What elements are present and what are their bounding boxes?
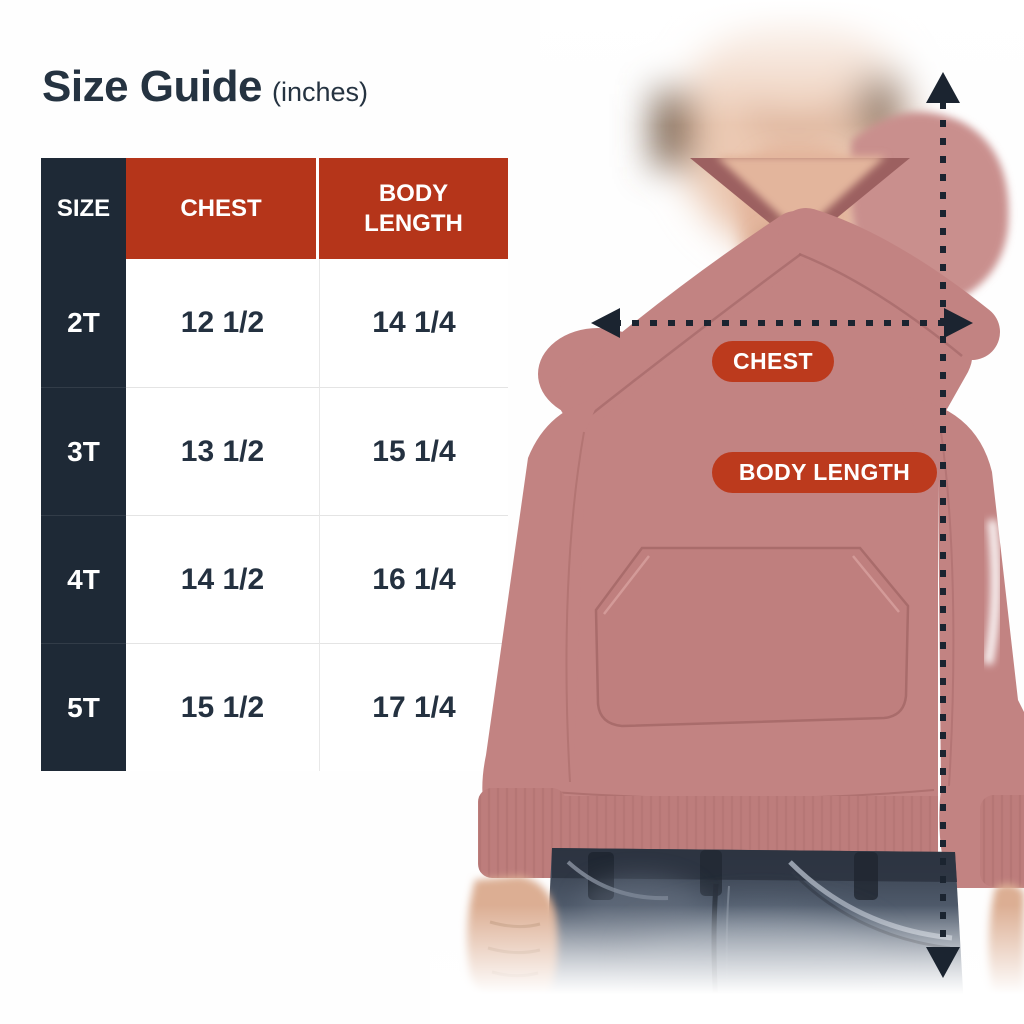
table-row: 5T 15 1/2 17 1/4 bbox=[41, 643, 508, 771]
left-cuff-ribs bbox=[478, 788, 566, 878]
kangaroo-pocket bbox=[594, 546, 910, 728]
row-body-length-value: 17 1/4 bbox=[319, 643, 508, 771]
neck-skin bbox=[716, 156, 886, 234]
left-sleeve-seam bbox=[565, 431, 585, 783]
arrow-left-icon bbox=[591, 308, 620, 338]
row-size-label: 4T bbox=[41, 515, 126, 643]
row-size-label: 3T bbox=[41, 387, 126, 515]
size-table: SIZE CHEST BODY LENGTH 2T 12 1/2 14 1/4 … bbox=[41, 158, 508, 771]
col-header-body-length: BODY LENGTH bbox=[319, 158, 508, 259]
armpit-highlight bbox=[983, 519, 1001, 665]
collar-left bbox=[558, 211, 823, 425]
collar-left-seam bbox=[573, 252, 802, 429]
title-text: Size Guide bbox=[42, 62, 262, 111]
right-cuff-ribs bbox=[980, 795, 1024, 887]
arrow-right-icon bbox=[944, 308, 973, 338]
belt-loop bbox=[854, 852, 878, 900]
pocket-stitching bbox=[603, 555, 900, 615]
belt-loop bbox=[700, 850, 722, 896]
chest-measure-badge: CHEST bbox=[712, 341, 834, 382]
table-row: 3T 13 1/2 15 1/4 bbox=[41, 387, 508, 515]
row-chest-value: 13 1/2 bbox=[126, 387, 319, 515]
page-title: Size Guide (inches) bbox=[42, 62, 368, 112]
arrow-up-icon bbox=[926, 72, 960, 103]
row-body-length-value: 14 1/4 bbox=[319, 259, 508, 387]
left-sleeve bbox=[482, 398, 600, 846]
row-body-length-value: 15 1/4 bbox=[319, 387, 508, 515]
chest-arrow bbox=[591, 308, 973, 338]
body-length-measure-badge: BODY LENGTH bbox=[712, 452, 937, 493]
body-length-arrow bbox=[926, 72, 960, 978]
row-chest-value: 15 1/2 bbox=[126, 643, 319, 771]
right-sleeve-seam bbox=[940, 431, 955, 787]
row-body-length-value: 16 1/4 bbox=[319, 515, 508, 643]
row-size-label: 5T bbox=[41, 643, 126, 771]
size-table-body: 2T 12 1/2 14 1/4 3T 13 1/2 15 1/4 4T 14 … bbox=[41, 259, 508, 771]
row-chest-value: 14 1/2 bbox=[126, 515, 319, 643]
title-unit: (inches) bbox=[271, 77, 368, 107]
right-sleeve bbox=[900, 396, 1024, 888]
row-chest-value: 12 1/2 bbox=[126, 259, 319, 387]
row-size-label: 2T bbox=[41, 259, 126, 387]
table-row: 4T 14 1/2 16 1/4 bbox=[41, 515, 508, 643]
photo-top-fade bbox=[540, 0, 1024, 125]
col-header-chest: CHEST bbox=[126, 158, 319, 259]
col-header-size: SIZE bbox=[41, 158, 126, 259]
size-table-header: SIZE CHEST BODY LENGTH bbox=[41, 158, 508, 259]
arrow-down-icon bbox=[926, 947, 960, 978]
table-row: 2T 12 1/2 14 1/4 bbox=[41, 259, 508, 387]
photo-bottom-fade bbox=[430, 905, 1024, 1024]
